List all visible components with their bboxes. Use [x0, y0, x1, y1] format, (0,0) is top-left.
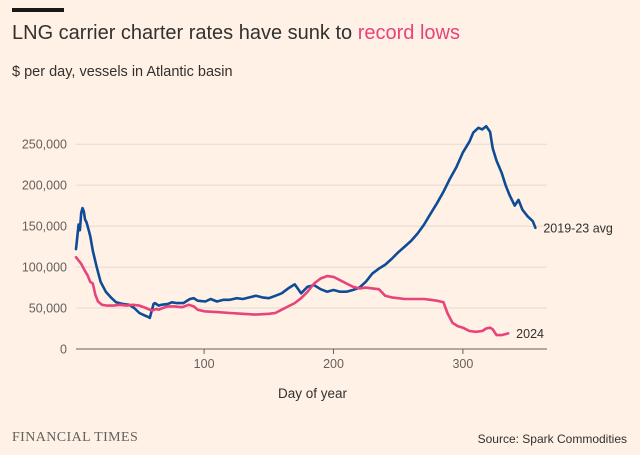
x-tick-label: 300: [452, 357, 473, 371]
x-tick-label: 200: [323, 357, 344, 371]
y-tick-label: 50,000: [29, 302, 67, 316]
chart-subtitle: $ per day, vessels in Atlantic basin: [12, 64, 233, 80]
y-tick-label: 250,000: [22, 138, 67, 152]
series-label-2024: 2024: [516, 327, 544, 341]
title-main-text: LNG carrier charter rates have sunk to: [12, 22, 358, 44]
x-axis-title: Day of year: [278, 386, 348, 401]
y-tick-label: 100,000: [22, 261, 67, 275]
x-tick-label: 100: [194, 357, 215, 371]
ft-logo-text: FINANCIAL TIMES: [12, 430, 139, 445]
y-tick-label: 150,000: [22, 220, 67, 234]
series-line-2019-23-avg: [74, 124, 537, 320]
chart-title: LNG carrier charter rates have sunk to r…: [12, 22, 460, 45]
source-note: Source: Spark Commodities: [477, 432, 627, 446]
series-label-2019-23-avg: 2019-23 avg: [543, 221, 613, 235]
title-highlight-text: record lows: [357, 22, 460, 44]
series-line-2024: [74, 255, 510, 337]
y-tick-label: 200,000: [22, 179, 67, 193]
ft-top-bar: [12, 8, 64, 12]
y-tick-label: 0: [60, 343, 67, 357]
